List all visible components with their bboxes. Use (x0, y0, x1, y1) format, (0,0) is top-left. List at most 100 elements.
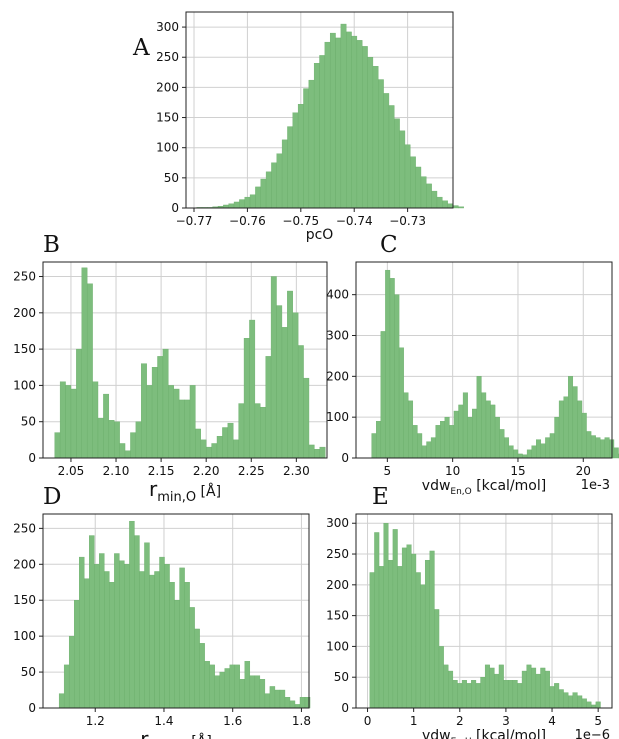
histogram-bar (86, 283, 93, 459)
histogram-bar (109, 582, 115, 709)
histogram-bar (146, 385, 153, 459)
panel-b: 2.05 2.10 2.15 2.20 2.25 2.30 0 50 100 150 200 250 B… (13, 232, 328, 505)
histogram-bar (489, 667, 495, 709)
histogram-bar (84, 578, 90, 709)
histogram-bar (211, 443, 218, 459)
histogram-bar (63, 664, 70, 709)
histogram-bar (141, 363, 147, 459)
histogram-bar (234, 664, 240, 709)
histogram-bar (513, 449, 519, 459)
histogram-bar (472, 408, 478, 459)
histogram-bar (151, 367, 158, 459)
histogram-bar (104, 571, 110, 709)
histogram-bar (134, 535, 140, 709)
histogram-bar (388, 105, 395, 209)
histogram-bar (420, 584, 426, 709)
y-tick-label: 100 (326, 410, 349, 424)
histogram-bar (430, 437, 436, 459)
histogram-bar (362, 46, 368, 209)
histogram-bar (367, 57, 374, 209)
y-tick-label: 250 (13, 521, 36, 535)
histogram-bar (124, 564, 130, 709)
histogram-bar (504, 437, 510, 459)
panel-d: 1.2 1.4 1.6 1.8 0 50 100 150 200 250 Drmin,H [Å] (13, 484, 311, 739)
histogram-bar (297, 104, 304, 209)
histogram-bar (401, 547, 407, 709)
x-tick-label: 1.8 (292, 714, 311, 728)
x-tick-label: 1.6 (223, 714, 242, 728)
histogram-bar (410, 156, 416, 209)
histogram-bar (265, 171, 272, 209)
histogram-bar (319, 446, 326, 459)
histogram-bar (119, 443, 126, 459)
histogram-bar (319, 55, 326, 209)
histogram-bar (124, 450, 131, 459)
y-tick-label: 0 (341, 701, 349, 715)
histogram-bar (447, 203, 454, 209)
histogram-bar (476, 376, 482, 459)
y-tick-label: 200 (156, 80, 179, 94)
histogram-bar (279, 689, 286, 709)
x-tick-label: 1.4 (154, 714, 173, 728)
histogram-bar (498, 664, 504, 709)
histogram-bar (303, 88, 310, 209)
histogram-bar (383, 93, 390, 209)
histogram-bar (249, 194, 256, 209)
histogram-bar (276, 305, 283, 459)
histogram-bar (554, 416, 560, 459)
histogram-bar (168, 385, 174, 459)
histogram-bar (65, 385, 72, 459)
histogram-bar (184, 399, 191, 459)
y-tick-label: 200 (13, 306, 36, 320)
histogram-bar (438, 646, 444, 709)
histogram-bar (512, 680, 518, 709)
histogram-bar (81, 267, 88, 459)
x-tick-label: 1.2 (86, 714, 105, 728)
x-tick-label: 2.20 (193, 464, 220, 478)
histogram-bar (549, 433, 555, 459)
histogram-bar (431, 190, 438, 209)
y-tick-label: 150 (156, 111, 179, 125)
histogram-bar (114, 421, 120, 459)
y-tick-label: 250 (326, 547, 349, 561)
y-tick-label: 300 (156, 20, 179, 34)
histogram-bar (189, 607, 195, 709)
histogram-bar (378, 79, 384, 209)
histogram-bar (572, 692, 578, 709)
histogram-bar (249, 675, 256, 709)
histogram-bar (481, 392, 487, 459)
histogram-bar (558, 689, 564, 709)
histogram-bar (444, 416, 450, 459)
x-axis-label: pcO (306, 227, 334, 243)
y-tick-label: 150 (13, 342, 36, 356)
histogram-bar (68, 635, 75, 709)
histogram-bar (467, 416, 473, 459)
histogram-bar (281, 327, 288, 459)
panel-letter: E (372, 484, 389, 510)
x-tick-label: 5 (594, 714, 602, 728)
histogram-bar (421, 445, 427, 459)
histogram-bar (554, 683, 560, 709)
histogram-bar (586, 701, 592, 709)
histogram-bar (346, 31, 352, 209)
histogram-bar (314, 449, 320, 459)
histogram-bar (259, 679, 266, 709)
histogram-bar (452, 680, 458, 709)
histogram-bar (308, 79, 315, 209)
histogram-bar (503, 680, 509, 709)
histogram-bar (173, 388, 180, 459)
histogram-bar (398, 347, 404, 459)
histogram-bar (70, 388, 77, 459)
histogram-bar (174, 600, 180, 709)
histogram-bar (227, 422, 234, 459)
histogram-bar (567, 695, 573, 709)
histogram-bar (374, 532, 380, 709)
histogram-bar (254, 403, 261, 459)
panel-a: −0.77 −0.76 −0.75 −0.74 −0.73 0 50 100 150 200 250… (132, 11, 464, 243)
plot-frame (42, 513, 310, 709)
histogram-bar (329, 32, 336, 209)
y-tick-label: 250 (13, 270, 36, 284)
histogram-bar (429, 550, 435, 709)
histogram-bar (194, 628, 200, 709)
